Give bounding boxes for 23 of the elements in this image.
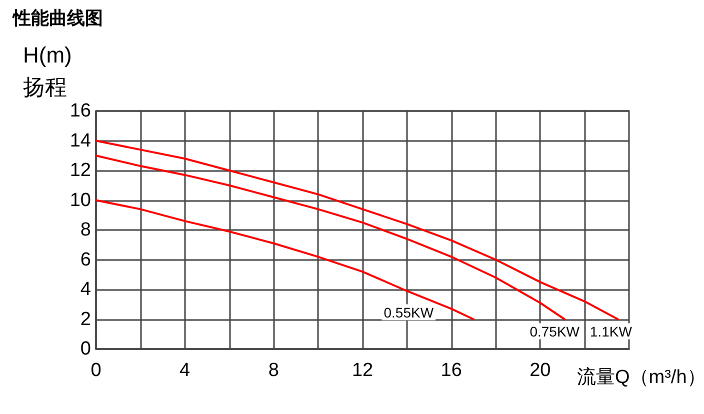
line-series bbox=[95, 140, 619, 320]
series-label: 0.55KW bbox=[384, 304, 434, 320]
y-tick-label: 6 bbox=[80, 249, 91, 270]
series-label: 1.1KW bbox=[590, 323, 633, 340]
x-tick-label: 8 bbox=[268, 360, 279, 381]
x-axis-title: 流量Q（m³/h） bbox=[577, 366, 704, 388]
y-tick-label: 8 bbox=[80, 220, 91, 240]
y-tick-label: 2 bbox=[80, 308, 91, 330]
chart-title: 性能曲线图 bbox=[12, 8, 103, 28]
line-series bbox=[95, 154, 566, 320]
y-tick-label: 10 bbox=[70, 190, 91, 211]
y-tick-label: 12 bbox=[70, 160, 91, 181]
x-tick-label: 20 bbox=[530, 360, 551, 381]
x-tick-label: 12 bbox=[352, 360, 374, 381]
y-tick-label: 16 bbox=[70, 100, 91, 122]
y-tick-label: 14 bbox=[70, 130, 92, 152]
line-series bbox=[95, 199, 475, 320]
x-tick-label: 4 bbox=[180, 360, 191, 381]
series-label: 0.75KW bbox=[530, 323, 580, 340]
y-tick-label: 0 bbox=[80, 338, 91, 360]
y-axis-title: H(m) 扬程 bbox=[23, 42, 72, 100]
x-tick-label: 16 bbox=[440, 360, 462, 381]
y-tick-label: 4 bbox=[80, 279, 92, 300]
